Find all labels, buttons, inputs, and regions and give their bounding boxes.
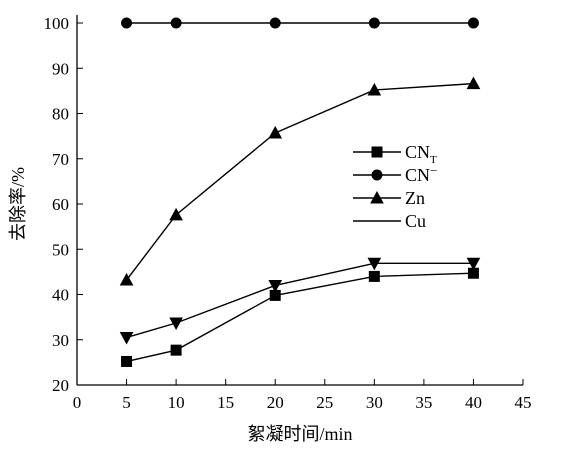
- y-axis-title: 去除率/%: [8, 167, 28, 241]
- legend-label: CNT: [405, 142, 437, 166]
- data-point: [268, 279, 283, 293]
- data-point: [170, 344, 182, 356]
- series-3: [119, 76, 481, 286]
- x-axis-ticks: 0 5 10 15 20 25 30 35 40 45: [73, 379, 532, 412]
- legend-item: Cu: [353, 211, 426, 231]
- data-point: [368, 17, 380, 29]
- data-point: [466, 257, 481, 271]
- x-tick-label: 30: [366, 393, 383, 412]
- x-tick-label: 25: [316, 393, 333, 412]
- y-tick-label: 100: [44, 14, 70, 33]
- y-tick-label: 80: [52, 105, 69, 124]
- series-1: [121, 267, 479, 367]
- legend-label: CN−: [405, 163, 437, 185]
- y-tick-label: 90: [52, 59, 69, 78]
- data-point: [467, 17, 479, 29]
- x-axis-title: 絮凝时间/min: [247, 424, 352, 444]
- y-tick-label: 70: [52, 150, 69, 169]
- data-point: [169, 317, 183, 331]
- y-tick-label: 30: [52, 331, 69, 350]
- legend-marker: [371, 169, 383, 181]
- data-point: [169, 207, 183, 221]
- x-tick-label: 45: [515, 393, 532, 412]
- legend-marker: [370, 190, 384, 204]
- legend-label: Cu: [405, 211, 426, 231]
- legend-item: CNT: [353, 142, 437, 166]
- y-tick-label: 40: [52, 286, 69, 305]
- data-point: [367, 257, 382, 271]
- x-tick-label: 35: [415, 393, 432, 412]
- series-4: [119, 257, 481, 345]
- legend-label: Zn: [405, 188, 425, 208]
- legend-item: Zn: [353, 188, 425, 208]
- x-tick-label: 20: [267, 393, 284, 412]
- data-point: [170, 17, 182, 29]
- data-point: [121, 17, 133, 29]
- x-tick-label: 15: [217, 393, 234, 412]
- x-tick-label: 0: [73, 393, 82, 412]
- data-point: [368, 270, 380, 282]
- data-point: [269, 17, 281, 29]
- x-tick-label: 10: [168, 393, 185, 412]
- legend-marker: [371, 146, 383, 158]
- x-tick-label: 5: [122, 393, 131, 412]
- legend-item: CN−: [353, 163, 437, 185]
- data-point: [119, 272, 134, 286]
- y-tick-label: 20: [52, 376, 69, 395]
- y-axis-ticks: 20 30 40 50 60 70 80 90 100: [44, 14, 83, 395]
- plot-area: [76, 15, 523, 386]
- data-point: [466, 76, 481, 90]
- data-point: [367, 82, 382, 96]
- data-point: [268, 125, 283, 139]
- y-tick-label: 50: [52, 240, 69, 259]
- series-2: [121, 17, 479, 29]
- y-tick-label: 60: [52, 195, 69, 214]
- data-point: [119, 331, 134, 345]
- series-layer: [119, 17, 481, 367]
- x-tick-label: 40: [465, 393, 482, 412]
- data-point: [121, 355, 133, 367]
